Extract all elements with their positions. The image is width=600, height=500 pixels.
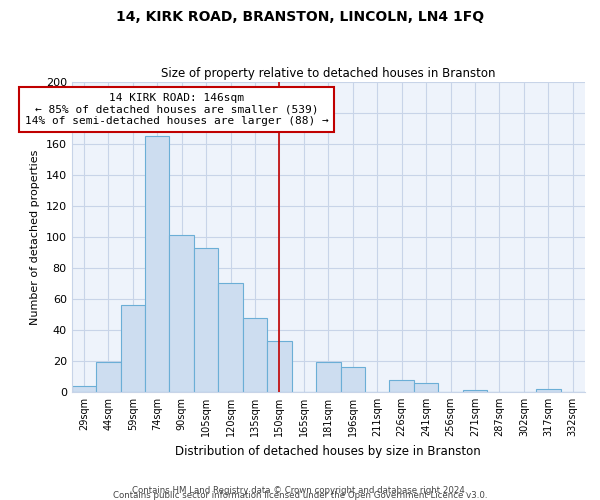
Bar [145,136,169,392]
Bar [71,386,96,392]
Text: 14, KIRK ROAD, BRANSTON, LINCOLN, LN4 1FQ: 14, KIRK ROAD, BRANSTON, LINCOLN, LN4 1F… [116,10,484,24]
X-axis label: Distribution of detached houses by size in Branston: Distribution of detached houses by size … [175,444,481,458]
Bar [341,367,365,392]
Bar [169,236,194,392]
Bar [194,248,218,392]
Title: Size of property relative to detached houses in Branston: Size of property relative to detached ho… [161,66,496,80]
Bar [96,362,121,392]
Y-axis label: Number of detached properties: Number of detached properties [30,150,40,324]
Bar [267,341,292,392]
Bar [121,305,145,392]
Bar [536,389,560,392]
Bar [389,380,414,392]
Text: 14 KIRK ROAD: 146sqm
← 85% of detached houses are smaller (539)
14% of semi-deta: 14 KIRK ROAD: 146sqm ← 85% of detached h… [25,93,329,126]
Text: Contains public sector information licensed under the Open Government Licence v3: Contains public sector information licen… [113,490,487,500]
Bar [218,284,243,392]
Bar [243,318,267,392]
Text: Contains HM Land Registry data © Crown copyright and database right 2024.: Contains HM Land Registry data © Crown c… [132,486,468,495]
Bar [414,382,439,392]
Bar [463,390,487,392]
Bar [316,362,341,392]
